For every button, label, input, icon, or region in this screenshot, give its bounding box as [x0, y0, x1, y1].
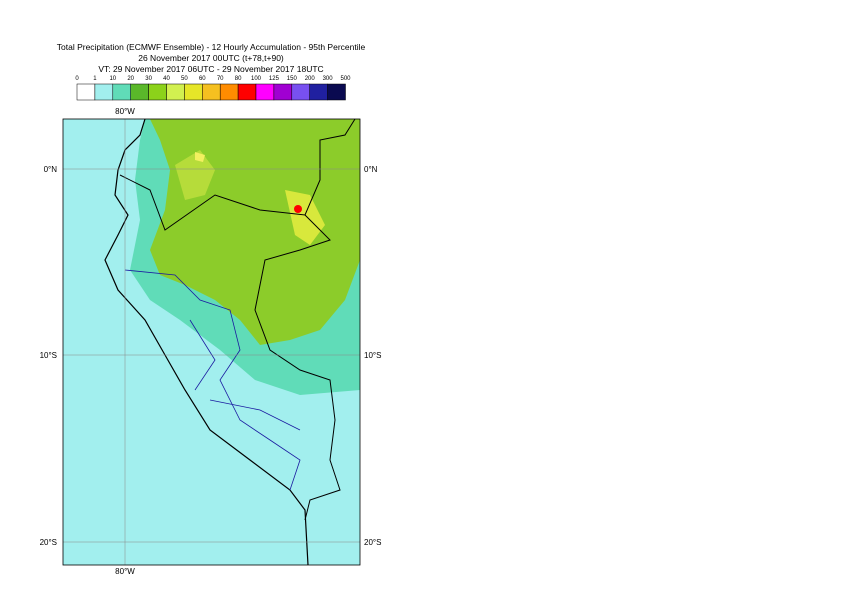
coastline — [104, 119, 309, 565]
colorbar-label: 30 — [145, 76, 152, 82]
title-line: 26 November 2017 00UTC (t+78,t+90) — [138, 53, 284, 63]
lat-label: 0°N — [44, 165, 58, 174]
border — [119, 119, 356, 231]
colorbar-label: 50 — [181, 76, 188, 82]
colorbar-label: 500 — [340, 76, 351, 82]
colorbar-swatch — [184, 83, 203, 101]
max-spot — [294, 205, 302, 213]
lat-label: 10°S — [40, 351, 57, 360]
colorbar-swatch — [112, 83, 131, 101]
colorbar-swatch — [202, 83, 221, 101]
map-frame — [62, 118, 361, 566]
colorbar-label: 125 — [269, 76, 280, 82]
lat-label: 0°N — [364, 165, 378, 174]
colorbar-label: 100 — [251, 76, 262, 82]
colorbar-label: 300 — [323, 76, 334, 82]
colorbar-swatch — [327, 83, 346, 101]
colorbar-label: 20 — [127, 76, 134, 82]
colorbar-swatch — [219, 83, 239, 101]
colorbar-swatch — [237, 83, 257, 101]
colorbar-label: 150 — [287, 76, 298, 82]
colorbar-swatch — [148, 83, 167, 101]
colorbar-label: 10 — [109, 76, 116, 82]
colorbar-swatch — [255, 83, 275, 101]
colorbar-label: 80 — [235, 76, 242, 82]
title-line: VT: 29 November 2017 06UTC - 29 November… — [98, 64, 323, 74]
region-yellow — [285, 190, 325, 245]
colorbar-label: 200 — [305, 76, 316, 82]
admin-boundary — [124, 269, 301, 491]
lat-label: 10°S — [364, 351, 381, 360]
lat-label: 20°S — [40, 538, 57, 547]
colorbar-label: 40 — [163, 76, 170, 82]
colorbar-swatch — [309, 83, 328, 101]
title-line: Total Precipitation (ECMWF Ensemble) - 1… — [57, 42, 366, 52]
colorbar-swatch — [130, 83, 149, 101]
colorbar: 0 1 10 20 30 40 50 60 70 80 100 125 150 200 300 500 — [75, 76, 351, 101]
colorbar-swatch — [273, 83, 293, 101]
border — [254, 214, 341, 521]
colorbar-label: 60 — [199, 76, 206, 82]
region-yellow — [195, 152, 205, 162]
lon-label: 80°W — [115, 567, 135, 576]
colorbar-label: 0 — [75, 76, 79, 82]
colorbar-swatch — [291, 83, 310, 101]
colorbar-swatch — [166, 83, 185, 101]
colorbar-swatch — [94, 83, 114, 101]
colorbar-label: 70 — [217, 76, 224, 82]
region-light — [175, 150, 215, 200]
lon-label: 80°W — [115, 107, 135, 116]
precip-field — [63, 119, 360, 565]
colorbar-label: 1 — [93, 76, 97, 82]
colorbar-swatch — [76, 83, 96, 101]
lat-label: 20°S — [364, 538, 381, 547]
